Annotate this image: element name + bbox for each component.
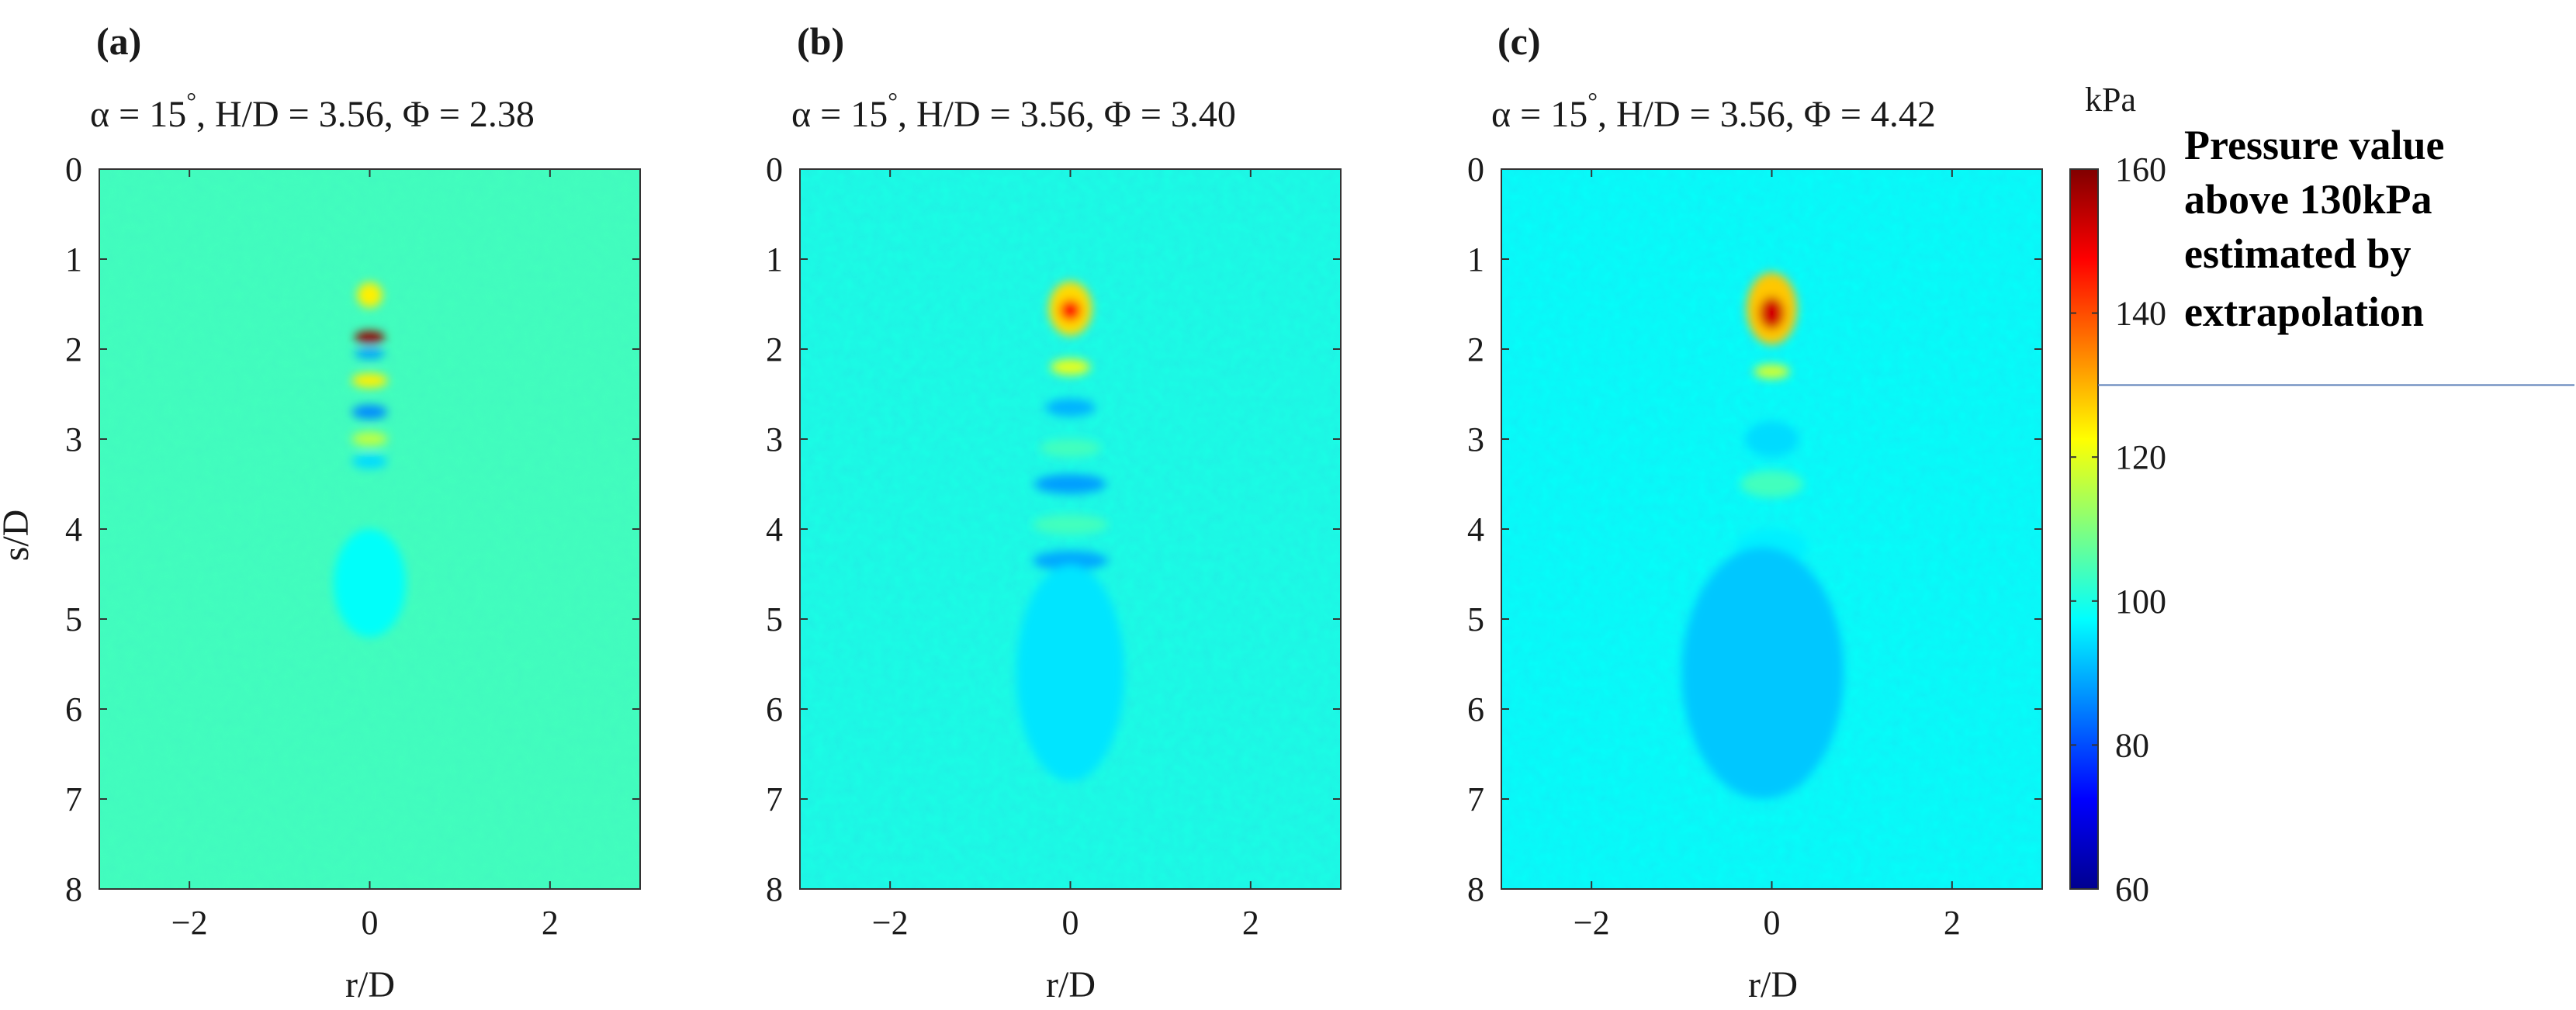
annotation: Pressure value above 130kPa estimated by…: [2184, 122, 2444, 335]
pressure-feature: [1759, 296, 1785, 330]
x-axis-label: r/D: [1748, 964, 1798, 1005]
annotation-line: extrapolation: [2184, 289, 2424, 335]
pressure-feature: [354, 348, 386, 359]
y-tick-label: 7: [65, 780, 82, 818]
panel-label: (b): [797, 19, 844, 63]
pressure-feature: [1744, 420, 1799, 458]
pressure-feature: [334, 529, 406, 638]
colorbar-tick-label: 140: [2115, 295, 2166, 333]
y-tick-label: 6: [1467, 690, 1484, 728]
y-tick-label: 8: [1467, 870, 1484, 908]
x-axis-label: r/D: [1046, 964, 1096, 1005]
x-tick-label: 0: [1062, 904, 1079, 942]
annotation-line: above 130kPa: [2184, 176, 2432, 223]
colorbar-tick-label: 100: [2115, 583, 2166, 621]
pressure-feature: [1032, 550, 1109, 571]
pressure-feature: [351, 454, 388, 469]
pressure-feature: [1032, 514, 1109, 534]
plot-area: −2 0 2 0 1 2 3 4 5 6 7 8: [1467, 150, 2043, 942]
y-tick-label: 0: [65, 150, 82, 189]
annotation-line: Pressure value: [2184, 122, 2444, 168]
y-tick-label: 3: [65, 420, 82, 458]
colorbar-ticks: 60 80 100 120 140 160: [2070, 150, 2166, 908]
x-tick-label: 2: [542, 904, 559, 942]
x-tick-label: −2: [872, 904, 909, 942]
pressure-feature: [351, 404, 388, 420]
colorbar-unit-label: kPa: [2085, 81, 2136, 119]
y-tick-label: 8: [65, 870, 82, 908]
y-tick-label: 4: [766, 510, 783, 548]
pressure-feature: [1681, 547, 1844, 799]
pressure-feature: [357, 282, 383, 308]
pressure-feature: [1754, 364, 1790, 379]
y-tick-label: 1: [766, 240, 783, 278]
y-axis-label: s/D: [0, 510, 36, 562]
y-tick-label: 2: [766, 330, 783, 368]
pressure-feature: [1740, 470, 1804, 498]
y-tick-label: 2: [65, 330, 82, 368]
y-tick-label: 6: [766, 690, 783, 728]
y-tick-label: 2: [1467, 330, 1484, 368]
y-tick-label: 7: [1467, 780, 1484, 818]
pressure-feature: [1050, 358, 1091, 375]
annotation-line: estimated by: [2184, 230, 2411, 277]
y-tick-label: 6: [65, 690, 82, 728]
panel-title: α = 15°, H/D = 3.56, Φ = 2.38: [90, 87, 535, 135]
y-tick-label: 5: [65, 600, 82, 638]
panel-c: (c) α = 15°, H/D = 3.56, Φ = 4.42 −2 0 2 0 1…: [1467, 19, 2043, 1005]
x-tick-label: −2: [1574, 904, 1610, 942]
colorbar-tick-label: 160: [2115, 150, 2166, 189]
y-tick-label: 1: [1467, 240, 1484, 278]
y-tick-label: 1: [65, 240, 82, 278]
colorbar-tick-label: 80: [2115, 726, 2149, 764]
plot-area: −2 0 2 0 1 2 3 4 5 6 7 8: [766, 150, 1342, 942]
pressure-feature: [354, 330, 386, 344]
y-tick-label: 8: [766, 870, 783, 908]
y-tick-label: 0: [1467, 150, 1484, 189]
y-tick-label: 4: [65, 510, 82, 548]
x-tick-label: −2: [171, 904, 208, 942]
panel-b: (b) α = 15°, H/D = 3.56, Φ = 3.40 −2 0 2 0 1…: [766, 19, 1342, 1005]
colorbar-tick-label: 60: [2115, 870, 2149, 908]
panel-a: (a) α = 15°, H/D = 3.56, Φ = 2.38 −2 0 2 0 1…: [0, 19, 641, 1005]
y-tick-label: 4: [1467, 510, 1484, 548]
pressure-feature: [351, 373, 388, 388]
colorbar: kPa 60 80 100 120 140 160: [2069, 81, 2574, 908]
colorbar-gradient: [2069, 168, 2099, 890]
y-tick-label: 0: [766, 150, 783, 189]
pressure-feature: [1034, 474, 1106, 494]
y-tick-label: 7: [766, 780, 783, 818]
panel-label: (c): [1497, 19, 1541, 63]
colorbar-tick-label: 120: [2115, 438, 2166, 476]
x-tick-label: 2: [1944, 904, 1961, 942]
pressure-feature: [1059, 299, 1082, 322]
y-tick-label: 3: [1467, 420, 1484, 458]
plot-area: −2 0 2 0 1 2 3 4 5 6 7 8: [65, 150, 641, 942]
panel-title: α = 15°, H/D = 3.56, Φ = 4.42: [1491, 87, 1936, 135]
x-tick-label: 0: [1764, 904, 1781, 942]
pressure-feature: [1016, 565, 1125, 781]
pressure-feature: [351, 431, 388, 447]
pressure-feature: [1044, 398, 1096, 417]
x-axis-label: r/D: [345, 964, 395, 1005]
y-tick-label: 5: [1467, 600, 1484, 638]
x-tick-label: 2: [1242, 904, 1259, 942]
y-tick-label: 3: [766, 420, 783, 458]
panel-title: α = 15°, H/D = 3.56, Φ = 3.40: [791, 87, 1236, 135]
pressure-feature: [1040, 439, 1101, 458]
panel-label: (a): [96, 19, 141, 63]
x-tick-label: 0: [362, 904, 379, 942]
y-tick-label: 5: [766, 600, 783, 638]
